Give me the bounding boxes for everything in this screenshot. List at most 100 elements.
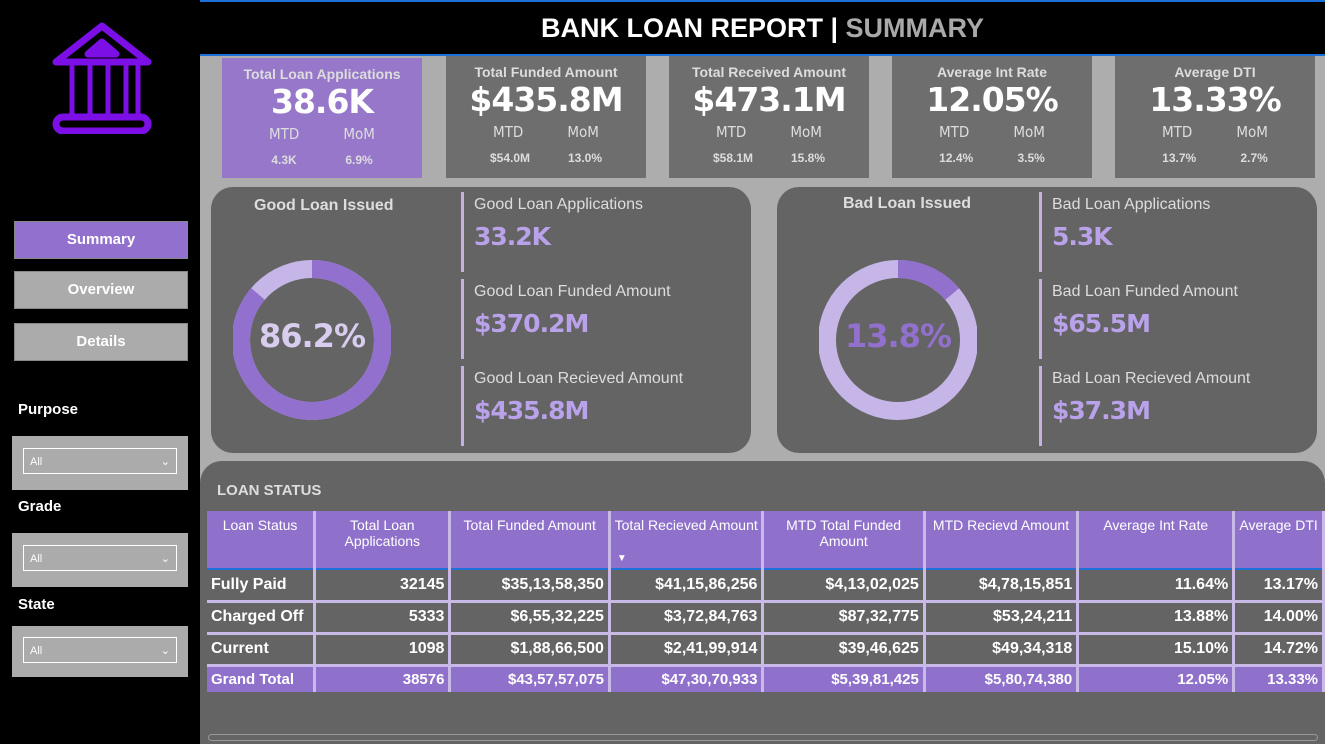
grade-slicer: All ⌄	[12, 533, 188, 587]
page-title: BANK LOAN REPORT | SUMMARY	[200, 0, 1325, 56]
column-header-label: Average Int Rate	[1103, 517, 1209, 533]
bad-loan-percent: 13.8%	[844, 317, 952, 355]
column-header[interactable]: Average Int Rate	[1077, 511, 1236, 570]
table-cell: $4,78,15,851	[924, 569, 1080, 603]
metric-value: 33.2K	[474, 222, 551, 251]
table-cell: $43,57,57,075	[449, 665, 611, 692]
column-header-label: Total Recieved Amount	[614, 517, 758, 533]
column-header[interactable]: Total Loan Applications	[314, 511, 452, 570]
table-cell: 14.00%	[1233, 601, 1325, 635]
sort-desc-icon: ▼	[616, 553, 627, 564]
kpi-mom-label: MoM	[567, 123, 599, 141]
kpi-mtd-value: $54.0M	[489, 151, 531, 165]
table-cell: $3,72,84,763	[609, 601, 765, 635]
column-header-label: Total Loan Applications	[344, 517, 421, 549]
good-loan-title: Good Loan Issued	[254, 197, 394, 214]
grand-total-row: Grand Total 38576 $43,57,57,075 $47,30,70,9…	[207, 665, 1325, 692]
kpi-mom-label: MoM	[1013, 123, 1045, 141]
table-cell: 11.64%	[1077, 569, 1236, 603]
kpi-mtd-value: $58.1M	[712, 151, 754, 165]
table-cell: $35,13,58,350	[449, 569, 611, 603]
table-cell: 13.17%	[1233, 569, 1325, 603]
bad-loan-metric: Bad Loan Funded Amount $65.5M	[1039, 279, 1319, 359]
column-header[interactable]: Loan Status	[207, 511, 317, 570]
table-cell: Charged Off	[207, 601, 317, 635]
table-cell: 32145	[314, 569, 452, 603]
bad-loan-panel: Bad Loan Issued 13.8% Bad Loan Applicati…	[777, 187, 1317, 453]
good-loan-panel: Good Loan Issued 86.2% Good Loan Applica…	[211, 187, 751, 453]
horizontal-scrollbar[interactable]	[208, 734, 1318, 741]
loan-status-panel: LOAN STATUS Loan Status Total Loan Applic…	[200, 461, 1325, 744]
bad-loan-title: Bad Loan Issued	[843, 195, 972, 212]
column-header[interactable]: Total Funded Amount	[449, 511, 611, 570]
metric-label: Bad Loan Applications	[1052, 196, 1211, 213]
kpi-mtd-value: 4.3K	[271, 153, 297, 167]
table-cell: 12.05%	[1077, 665, 1236, 692]
table-cell: $47,30,70,933	[609, 665, 765, 692]
title-subtitle: SUMMARY	[845, 13, 985, 43]
bad-loan-metric: Bad Loan Recieved Amount $37.3M	[1039, 366, 1319, 446]
column-header[interactable]: Average DTI	[1233, 511, 1325, 570]
table-row: Fully Paid 32145 $35,13,58,350 $41,15,86,25…	[207, 569, 1325, 603]
chevron-down-icon: ⌄	[160, 645, 170, 657]
kpi-card: Average DTI 13.33% MTD MoM 13.7% 2.7%	[1115, 56, 1315, 178]
kpi-mom-value: 15.8%	[790, 151, 826, 165]
kpi-card: Total Received Amount $473.1M MTD MoM $58…	[669, 56, 869, 178]
metric-value: $435.8M	[474, 396, 589, 425]
table-cell: 5333	[314, 601, 452, 635]
chevron-down-icon: ⌄	[160, 553, 170, 565]
table-cell: $87,32,775	[762, 601, 926, 635]
grade-dropdown[interactable]: All ⌄	[23, 545, 177, 571]
purpose-dropdown[interactable]: All ⌄	[23, 448, 177, 474]
kpi-mtd-label: MTD	[269, 125, 300, 143]
metric-label: Bad Loan Funded Amount	[1052, 283, 1238, 300]
column-header[interactable]: MTD Total Funded Amount	[762, 511, 926, 570]
nav-summary-button[interactable]: Summary	[14, 221, 188, 259]
table-row: Charged Off 5333 $6,55,32,225 $3,72,84,763 $…	[207, 601, 1325, 635]
metric-label: Good Loan Applications	[474, 196, 644, 213]
loan-status-title: LOAN STATUS	[217, 482, 322, 499]
table-cell: $53,24,211	[924, 601, 1080, 635]
kpi-title: Total Funded Amount	[474, 64, 618, 80]
kpi-mtd-value: 12.4%	[939, 151, 974, 165]
table-cell: $39,46,625	[762, 633, 926, 667]
kpi-title: Total Received Amount	[691, 64, 847, 80]
kpi-mom-label: MoM	[790, 123, 822, 141]
kpi-mom-value: 2.7%	[1240, 151, 1268, 165]
column-header[interactable]: Total Recieved Amount ▼	[609, 511, 765, 570]
nav-details-button[interactable]: Details	[14, 323, 188, 361]
kpi-mtd-value: 13.7%	[1162, 151, 1197, 165]
kpi-mom-label: MoM	[343, 125, 375, 143]
metric-label: Good Loan Funded Amount	[474, 283, 671, 300]
table-cell: 15.10%	[1077, 633, 1236, 667]
table-cell: 14.72%	[1233, 633, 1325, 667]
kpi-mom-value: 13.0%	[567, 151, 603, 165]
kpi-card: Total Funded Amount $435.8M MTD MoM $54.0…	[446, 56, 646, 178]
state-dropdown[interactable]: All ⌄	[23, 637, 177, 663]
table-cell: $5,80,74,380	[924, 665, 1080, 692]
table-cell: 1098	[314, 633, 452, 667]
metric-label: Good Loan Recieved Amount	[474, 370, 684, 387]
column-header-label: Loan Status	[222, 517, 298, 533]
bad-loan-donut	[819, 260, 977, 420]
kpi-title: Average Int Rate	[937, 64, 1047, 80]
title-text: BANK LOAN REPORT |	[540, 13, 846, 43]
table-cell: Fully Paid	[207, 569, 317, 603]
nav-overview-button[interactable]: Overview	[14, 271, 188, 309]
table-cell: $41,15,86,256	[609, 569, 765, 603]
state-slicer: All ⌄	[12, 626, 188, 677]
grade-label: Grade	[18, 498, 62, 515]
table-cell: Grand Total	[207, 665, 317, 692]
kpi-mtd-label: MTD	[716, 123, 747, 141]
column-header-label: Average DTI	[1239, 517, 1318, 533]
column-header-label: MTD Recievd Amount	[932, 517, 1070, 533]
loan-status-table: Loan Status Total Loan Applications Total …	[207, 511, 1325, 692]
table-cell: 38576	[314, 665, 452, 692]
column-header[interactable]: MTD Recievd Amount	[924, 511, 1080, 570]
state-label: State	[18, 596, 55, 613]
good-loan-metric: Good Loan Funded Amount $370.2M	[461, 279, 741, 359]
good-loan-metric: Good Loan Applications 33.2K	[461, 192, 741, 272]
column-header-label: MTD Total Funded Amount	[786, 517, 902, 549]
donut-value-arc	[819, 260, 977, 420]
kpi-value: $473.1M	[692, 80, 846, 119]
